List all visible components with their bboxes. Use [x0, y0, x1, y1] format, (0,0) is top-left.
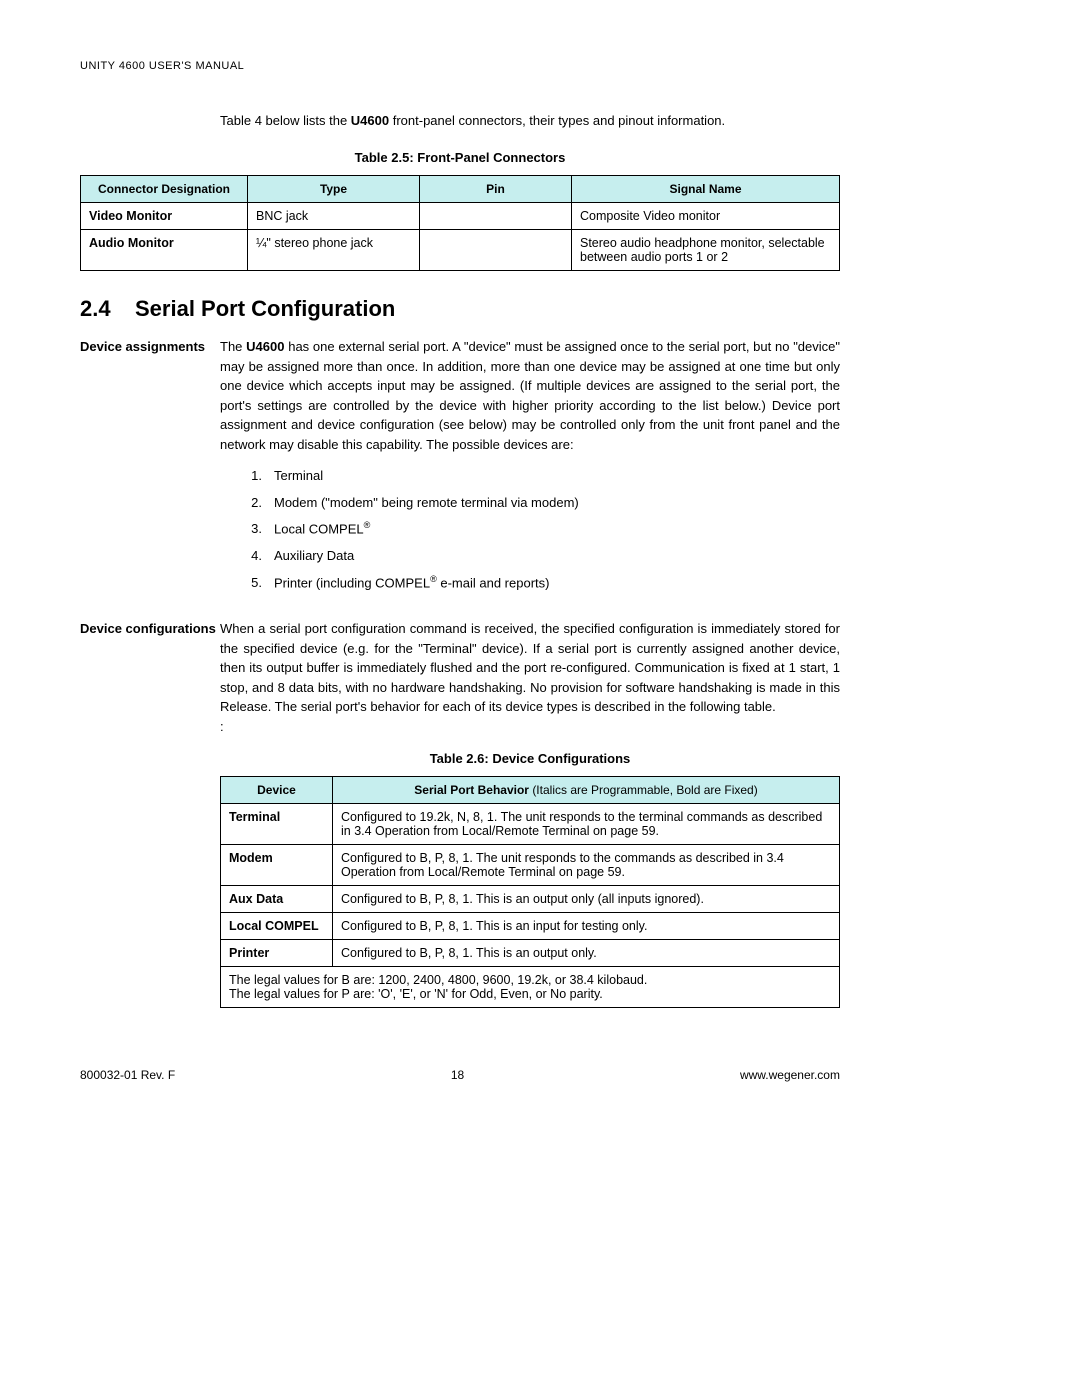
- legal-b: The legal values for B are: 1200, 2400, …: [229, 973, 831, 987]
- sub1-pre: The: [220, 339, 246, 354]
- cell-type: ¼" stereo phone jack: [248, 230, 420, 271]
- list-item: 1.Terminal: [220, 466, 840, 486]
- page-header: UNITY 4600 USER'S MANUAL: [80, 60, 840, 72]
- table-footer-row: The legal values for B are: 1200, 2400, …: [221, 967, 840, 1008]
- cell-connector: Video Monitor: [81, 203, 248, 230]
- cell-type: BNC jack: [248, 203, 420, 230]
- front-panel-connectors-table: Connector Designation Type Pin Signal Na…: [80, 175, 840, 271]
- intro-suffix: front-panel connectors, their types and …: [389, 113, 725, 128]
- list-num: 1.: [220, 466, 274, 486]
- section-number: 2.4: [80, 296, 135, 322]
- table-row: Aux Data Configured to B, P, 8, 1. This …: [221, 886, 840, 913]
- col-behavior: Serial Port Behavior (Italics are Progra…: [333, 777, 840, 804]
- sub-label-configurations: Device configurations: [80, 619, 220, 736]
- table-row: Local COMPEL Configured to B, P, 8, 1. T…: [221, 913, 840, 940]
- list-item: 4.Auxiliary Data: [220, 546, 840, 566]
- table26-wrap: Table 2.6: Device Configurations Device …: [220, 751, 840, 1008]
- list-num: 5.: [220, 573, 274, 593]
- list-text: Local COMPEL®: [274, 519, 370, 539]
- cell-behavior: Configured to B, P, 8, 1. This is an inp…: [333, 913, 840, 940]
- device-list: 1.Terminal 2.Modem ("modem" being remote…: [220, 466, 840, 592]
- col-signal: Signal Name: [572, 176, 840, 203]
- cell-connector: Audio Monitor: [81, 230, 248, 271]
- table-row: Printer Configured to B, P, 8, 1. This i…: [221, 940, 840, 967]
- table-row: Audio Monitor ¼" stereo phone jack Stere…: [81, 230, 840, 271]
- cell-device: Local COMPEL: [221, 913, 333, 940]
- footer-left: 800032-01 Rev. F: [80, 1068, 175, 1082]
- d3-pre: Local COMPEL: [274, 522, 364, 537]
- sub1-post: has one external serial port. A "device"…: [220, 339, 840, 452]
- list-text: Modem ("modem" being remote terminal via…: [274, 493, 579, 513]
- footer-center: 18: [451, 1068, 464, 1082]
- cell-device: Printer: [221, 940, 333, 967]
- table25-caption: Table 2.5: Front-Panel Connectors: [80, 150, 840, 165]
- cell-pin: [420, 203, 572, 230]
- table-header-row: Device Serial Port Behavior (Italics are…: [221, 777, 840, 804]
- section-title: Serial Port Configuration: [135, 296, 395, 321]
- list-item: 5.Printer (including COMPEL® e-mail and …: [220, 573, 840, 593]
- sub2-text: When a serial port configuration command…: [220, 621, 840, 714]
- cell-signal: Stereo audio headphone monitor, selectab…: [572, 230, 840, 271]
- list-num: 2.: [220, 493, 274, 513]
- col-type: Type: [248, 176, 420, 203]
- intro-paragraph: Table 4 below lists the U4600 front-pane…: [220, 112, 840, 130]
- device-configurations-block: Device configurations When a serial port…: [80, 619, 840, 736]
- legal-p: The legal values for P are: 'O', 'E', or…: [229, 987, 831, 1001]
- table-row: Video Monitor BNC jack Composite Video m…: [81, 203, 840, 230]
- table-header-row: Connector Designation Type Pin Signal Na…: [81, 176, 840, 203]
- table26-caption: Table 2.6: Device Configurations: [220, 751, 840, 766]
- cell-pin: [420, 230, 572, 271]
- device-assignments-block: Device assignments The U4600 has one ext…: [80, 337, 840, 604]
- col-pin: Pin: [420, 176, 572, 203]
- footer-right: www.wegener.com: [740, 1068, 840, 1082]
- sub-body-assignments: The U4600 has one external serial port. …: [220, 337, 840, 604]
- list-num: 4.: [220, 546, 274, 566]
- list-text: Auxiliary Data: [274, 546, 354, 566]
- list-num: 3.: [220, 519, 274, 539]
- intro-bold: U4600: [351, 113, 389, 128]
- cell-behavior: Configured to 19.2k, N, 8, 1. The unit r…: [333, 804, 840, 845]
- d5-post: e-mail and reports): [437, 575, 550, 590]
- h2-plain: (Italics are Programmable, Bold are Fixe…: [532, 783, 757, 797]
- cell-behavior: Configured to B, P, 8, 1. This is an out…: [333, 886, 840, 913]
- d5-pre: Printer (including COMPEL: [274, 575, 430, 590]
- col-device: Device: [221, 777, 333, 804]
- list-text: Terminal: [274, 466, 323, 486]
- cell-behavior: Configured to B, P, 8, 1. This is an out…: [333, 940, 840, 967]
- sub-label-assignments: Device assignments: [80, 337, 220, 604]
- page-footer: 800032-01 Rev. F 18 www.wegener.com: [80, 1068, 840, 1082]
- intro-prefix: Table 4 below lists the: [220, 113, 351, 128]
- sub1-bold: U4600: [246, 339, 284, 354]
- cell-signal: Composite Video monitor: [572, 203, 840, 230]
- device-configurations-table: Device Serial Port Behavior (Italics are…: [220, 776, 840, 1008]
- reg-icon: ®: [364, 520, 371, 530]
- cell-device: Modem: [221, 845, 333, 886]
- table-footer-cell: The legal values for B are: 1200, 2400, …: [221, 967, 840, 1008]
- table-row: Terminal Configured to 19.2k, N, 8, 1. T…: [221, 804, 840, 845]
- cell-behavior: Configured to B, P, 8, 1. The unit respo…: [333, 845, 840, 886]
- reg-icon: ®: [430, 574, 437, 584]
- list-text: Printer (including COMPEL® e-mail and re…: [274, 573, 549, 593]
- table-row: Modem Configured to B, P, 8, 1. The unit…: [221, 845, 840, 886]
- section-heading: 2.4Serial Port Configuration: [80, 296, 840, 322]
- cell-device: Terminal: [221, 804, 333, 845]
- list-item: 2.Modem ("modem" being remote terminal v…: [220, 493, 840, 513]
- h2-bold: Serial Port Behavior: [414, 783, 532, 797]
- cell-device: Aux Data: [221, 886, 333, 913]
- sub-body-configurations: When a serial port configuration command…: [220, 619, 840, 736]
- col-connector: Connector Designation: [81, 176, 248, 203]
- list-item: 3.Local COMPEL®: [220, 519, 840, 539]
